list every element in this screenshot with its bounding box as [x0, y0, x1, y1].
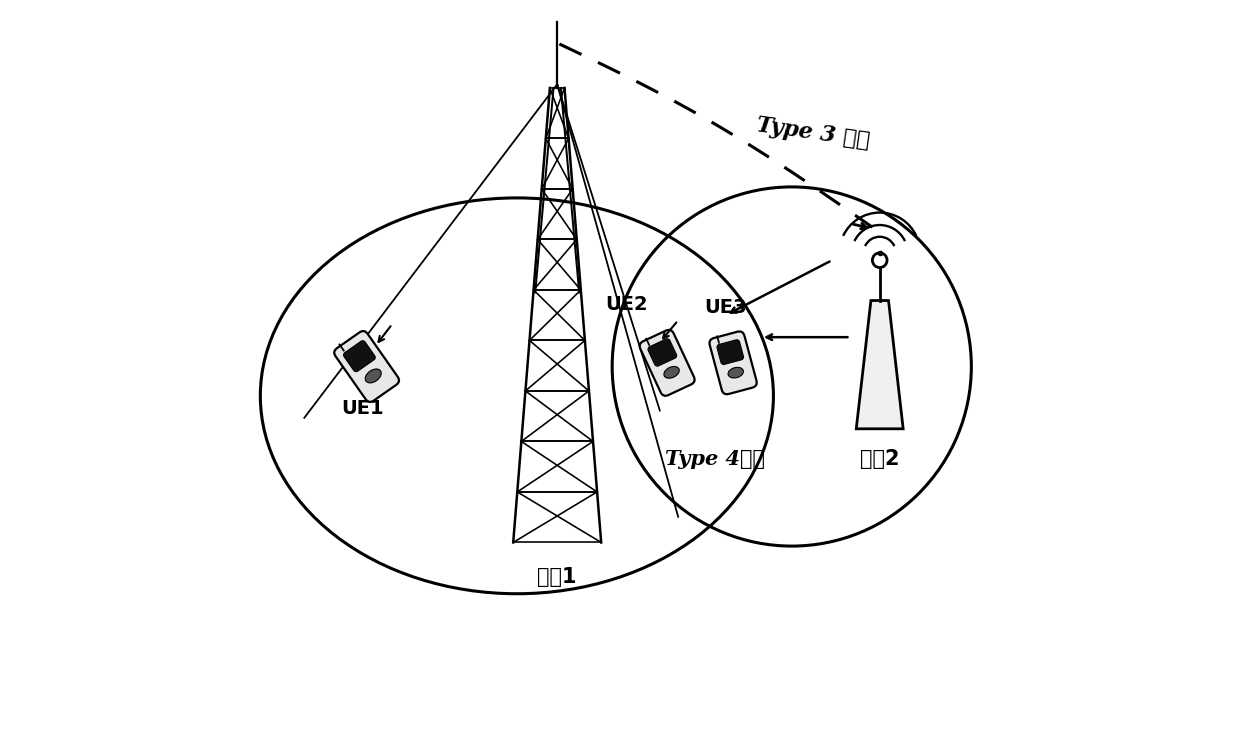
Text: UE3: UE3 [705, 298, 747, 317]
Text: Type 3 干扰: Type 3 干扰 [755, 114, 871, 152]
Text: 基站2: 基站2 [860, 449, 900, 469]
Polygon shape [856, 301, 903, 429]
FancyBboxPatch shape [710, 331, 757, 394]
Text: Type 4干扰: Type 4干扰 [665, 449, 764, 469]
Ellipse shape [729, 367, 743, 378]
Circle shape [872, 253, 887, 268]
FancyBboxPatch shape [648, 339, 676, 366]
FancyBboxPatch shape [335, 331, 399, 402]
FancyBboxPatch shape [717, 340, 743, 364]
Text: 基站1: 基站1 [538, 567, 577, 586]
Ellipse shape [366, 369, 382, 383]
FancyBboxPatch shape [639, 330, 695, 396]
FancyBboxPatch shape [343, 341, 375, 372]
Ellipse shape [664, 366, 679, 378]
Text: UE1: UE1 [342, 399, 384, 418]
Text: UE2: UE2 [606, 295, 648, 314]
